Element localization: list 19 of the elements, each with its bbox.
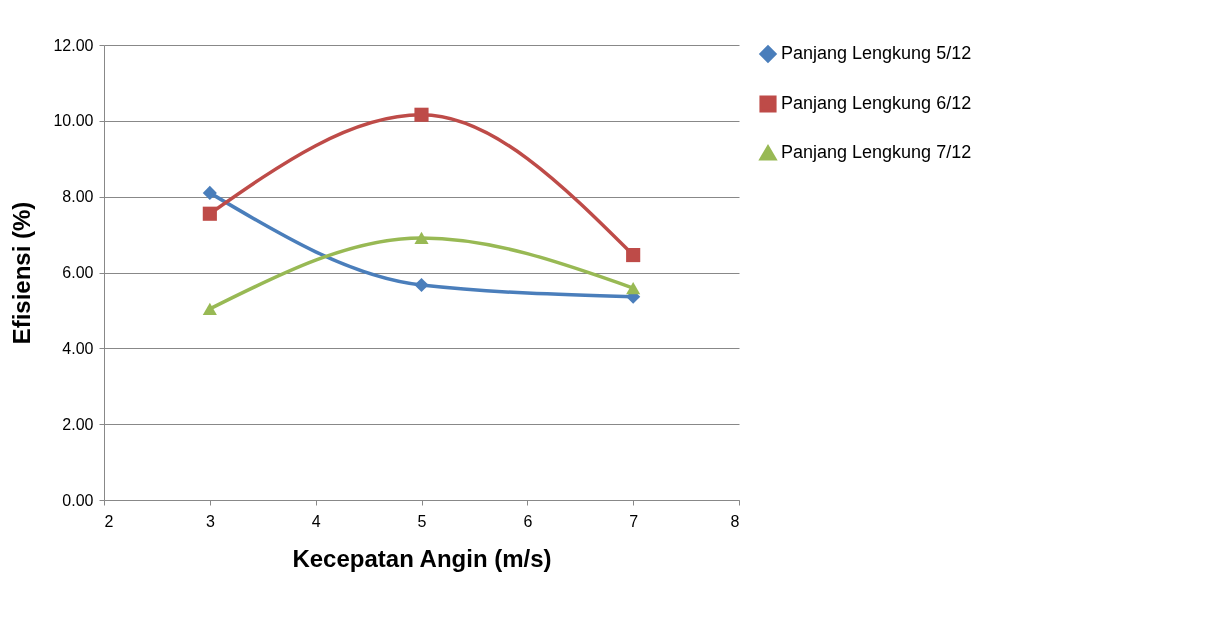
legend-label: Panjang Lengkung 7/12: [781, 142, 972, 162]
y-tick-label: 2.00: [62, 415, 94, 433]
x-tick-label: 8: [730, 512, 740, 530]
x-tick-label: 7: [629, 512, 639, 530]
x-tick-label: 6: [523, 512, 533, 530]
x-axis-title: Kecepatan Angin (m/s): [292, 544, 552, 572]
y-tick-label: 4.00: [62, 339, 94, 357]
x-tick-label: 4: [311, 512, 321, 530]
y-axis-title: Efisiensi (%): [8, 201, 36, 345]
y-tick-label: 10.00: [53, 112, 94, 130]
y-tick-label: 12.00: [53, 36, 94, 54]
legend-label: Panjang Lengkung 6/12: [781, 93, 972, 113]
x-tick-label: 5: [417, 512, 427, 530]
y-tick-label: 0.00: [62, 491, 94, 509]
x-tick-label: 3: [205, 512, 215, 530]
y-tick-label: 8.00: [62, 188, 94, 206]
x-tick-label: 2: [104, 512, 114, 530]
legend-label: Panjang Lengkung 5/12: [781, 43, 972, 63]
y-tick-label: 6.00: [62, 264, 94, 281]
